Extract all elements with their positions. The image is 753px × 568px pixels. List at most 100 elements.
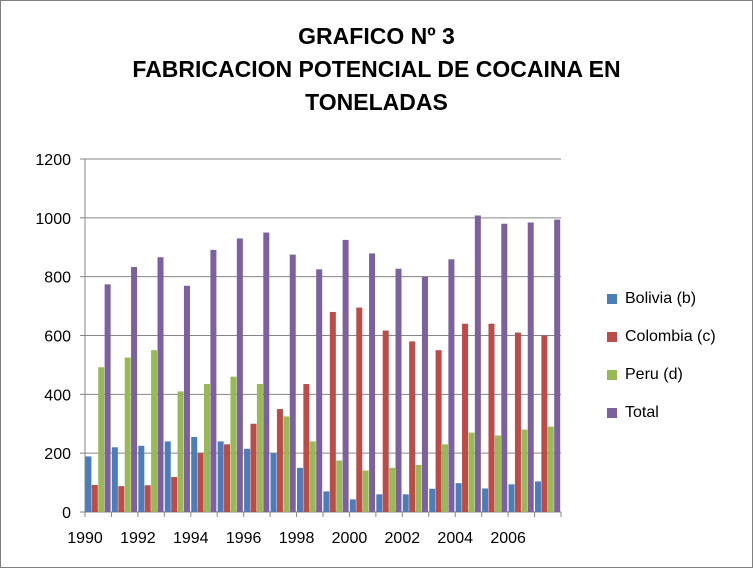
x-tick-label: 1994 — [173, 530, 209, 547]
bar-peru-d-2006 — [521, 429, 528, 512]
bar-bolivia-b-1995 — [217, 441, 224, 512]
chart-title-line-3: TONELADAS — [305, 89, 448, 115]
bar-colombia-c-2000 — [356, 307, 363, 512]
bar-total-2005 — [501, 223, 508, 512]
y-tick-label: 1000 — [35, 211, 71, 228]
bar-total-1993 — [183, 285, 190, 512]
y-tick-label: 0 — [62, 505, 71, 522]
legend-swatch — [607, 408, 617, 418]
y-tick-label: 1200 — [35, 152, 71, 169]
bar-colombia-c-2006 — [514, 332, 521, 512]
legend-swatch — [607, 294, 617, 304]
bar-peru-d-2000 — [362, 470, 369, 512]
bar-colombia-c-2005 — [488, 323, 495, 512]
bar-total-1992 — [157, 257, 164, 512]
bar-bolivia-b-1991 — [111, 447, 118, 512]
x-tick-label: 1992 — [120, 530, 156, 547]
bar-peru-d-2003 — [442, 444, 448, 512]
chart-legend: Bolivia (b) Colombia (c) Peru (d) Total — [607, 280, 716, 432]
bar-colombia-c-1993 — [171, 476, 178, 512]
bar-bolivia-b-2000 — [349, 499, 356, 512]
bar-peru-d-1999 — [336, 460, 343, 512]
bar-bolivia-b-1994 — [191, 436, 198, 512]
bar-peru-d-1995 — [230, 376, 237, 512]
bar-bolivia-b-1998 — [296, 467, 303, 512]
bar-total-1996 — [263, 232, 270, 512]
bar-bolivia-b-2004 — [455, 483, 462, 512]
bar-bolivia-b-1999 — [323, 491, 330, 512]
bar-peru-d-2005 — [494, 435, 501, 512]
bar-colombia-c-1991 — [118, 486, 125, 512]
bar-peru-d-1997 — [283, 416, 290, 512]
bar-bolivia-b-2002 — [402, 494, 409, 512]
bar-total-1991 — [131, 266, 138, 512]
chart-title-line-1: GRAFICO Nº 3 — [298, 23, 455, 49]
x-tick-label: 2004 — [437, 530, 473, 547]
bar-total-2006 — [527, 222, 534, 513]
bar-peru-d-2004 — [468, 432, 475, 512]
legend-item: Peru (d) — [607, 356, 716, 394]
bar-colombia-c-2002 — [409, 341, 416, 512]
y-tick-label: 400 — [44, 387, 71, 404]
bar-colombia-c-2001 — [382, 330, 389, 512]
bar-total-2003 — [448, 259, 455, 512]
legend-label: Colombia (c) — [625, 328, 716, 345]
x-tick-label: 2002 — [385, 530, 421, 547]
bar-colombia-c-1992 — [144, 485, 151, 512]
bar-total-1994 — [210, 249, 217, 512]
x-tick-label: 2000 — [332, 530, 368, 547]
bar-total-2001 — [395, 268, 402, 512]
bar-bolivia-b-2001 — [376, 494, 383, 512]
x-tick-label: 1998 — [279, 530, 315, 547]
y-tick-label: 600 — [44, 329, 71, 346]
bar-peru-d-1996 — [256, 384, 263, 512]
bar-bolivia-b-2005 — [482, 488, 489, 512]
bar-colombia-c-1996 — [250, 423, 257, 512]
x-tick-label: 1990 — [67, 530, 103, 547]
bar-peru-d-2007 — [547, 426, 554, 512]
bar-bolivia-b-1993 — [164, 441, 171, 512]
bar-colombia-c-1995 — [224, 444, 231, 512]
bar-total-2004 — [474, 215, 481, 513]
legend-item: Colombia (c) — [607, 318, 716, 356]
bar-colombia-c-1997 — [276, 409, 283, 512]
bar-colombia-c-2004 — [462, 323, 469, 512]
bar-bolivia-b-1990 — [85, 456, 92, 512]
bar-total-1990 — [104, 284, 111, 512]
bar-peru-d-1993 — [177, 391, 184, 512]
bar-total-1998 — [316, 269, 323, 512]
bar-peru-d-2002 — [415, 464, 422, 512]
bar-total-1999 — [342, 239, 349, 513]
legend-swatch — [607, 370, 617, 380]
x-tick-label: 1996 — [226, 530, 262, 547]
legend-item: Total — [607, 394, 716, 432]
bar-bolivia-b-2007 — [534, 481, 541, 512]
chart-title-line-2: FABRICACION POTENCIAL DE COCAINA EN — [132, 56, 621, 82]
bar-peru-d-2001 — [389, 467, 396, 512]
bar-peru-d-1991 — [124, 357, 131, 512]
bar-total-1995 — [236, 238, 243, 513]
y-tick-label: 200 — [44, 446, 71, 463]
y-tick-label: 800 — [44, 270, 71, 287]
bar-colombia-c-1990 — [91, 484, 98, 512]
bar-colombia-c-2007 — [541, 335, 548, 512]
bar-bolivia-b-2006 — [508, 484, 515, 512]
bar-colombia-c-1994 — [197, 452, 204, 512]
bar-total-2000 — [369, 253, 376, 513]
bar-bolivia-b-1992 — [138, 445, 145, 512]
legend-label: Total — [625, 404, 659, 421]
bar-colombia-c-1998 — [303, 384, 310, 512]
bar-total-2002 — [421, 276, 428, 512]
bar-bolivia-b-1997 — [270, 453, 277, 512]
bar-colombia-c-1999 — [329, 311, 336, 512]
legend-swatch — [607, 332, 617, 342]
bar-peru-d-1992 — [151, 350, 158, 512]
bar-total-2007 — [554, 219, 561, 512]
bar-bolivia-b-1996 — [244, 448, 251, 512]
legend-item: Bolivia (b) — [607, 280, 716, 318]
bar-total-1997 — [289, 254, 296, 512]
bar-bolivia-b-2003 — [429, 488, 436, 512]
legend-label: Peru (d) — [625, 366, 683, 383]
bar-colombia-c-2003 — [435, 350, 442, 512]
